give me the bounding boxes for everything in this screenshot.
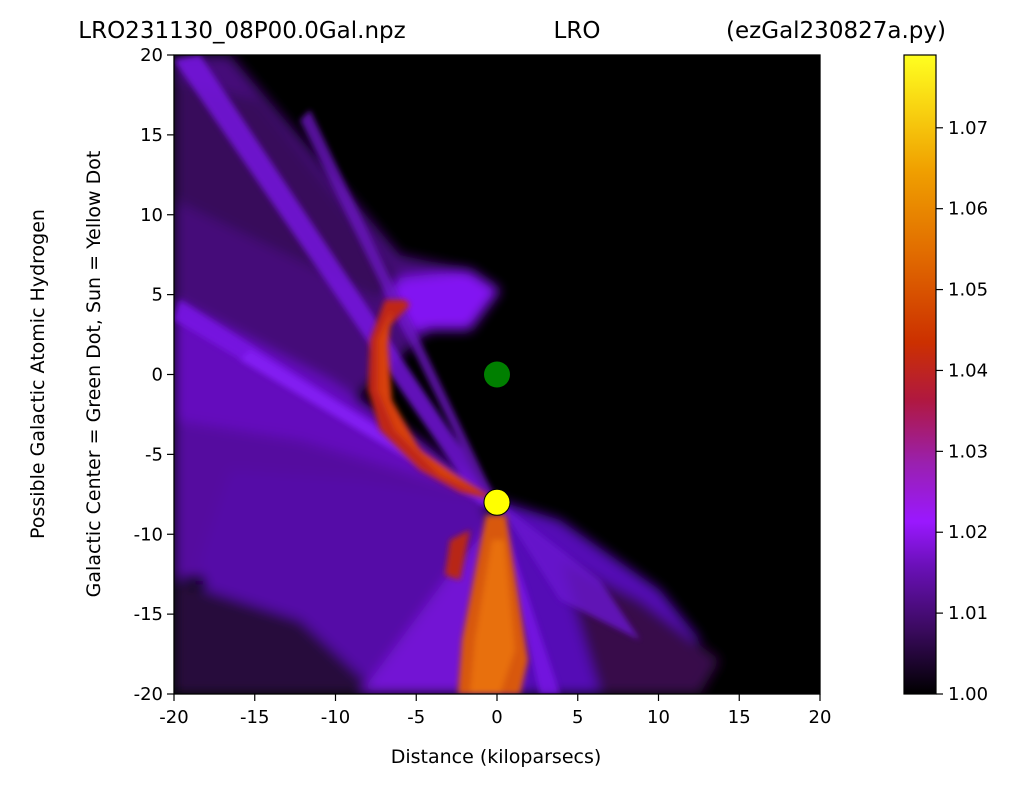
colorbar-ticks: 1.00 1.01 1.02 1.03 1.04 1.05 1.06 1.07: [936, 118, 988, 705]
y-axis-ticks: -20 -15 -10 -5 0 5 10 15 20: [134, 45, 174, 705]
y-tick: 20: [140, 45, 174, 66]
x-tick: 0: [491, 694, 503, 728]
colorbar-tick-label: 1.02: [948, 522, 988, 543]
y-tick: -10: [134, 524, 174, 545]
x-tick: 10: [647, 694, 670, 728]
y-tick-label: 15: [140, 125, 163, 146]
colorbar-tick: 1.03: [936, 441, 988, 462]
colorbar-tick: 1.06: [936, 199, 988, 220]
x-tick-label: -15: [240, 707, 269, 728]
x-axis-ticks: -20 -15 -10 -5 0 5 10 15 20: [159, 694, 831, 728]
y-tick-label: 0: [152, 365, 163, 386]
colorbar-tick-label: 1.07: [948, 118, 988, 139]
colorbar-gradient: [903, 54, 937, 695]
y-tick: -15: [134, 604, 174, 625]
y-tick: -5: [145, 444, 174, 465]
x-tick-label: 20: [809, 707, 832, 728]
x-tick: -20: [159, 694, 189, 728]
colorbar-tick: 1.04: [936, 360, 988, 381]
colorbar-tick-label: 1.05: [948, 280, 988, 301]
x-tick: -5: [407, 694, 425, 728]
y-tick-label: -20: [134, 684, 163, 705]
colorbar-tick-label: 1.00: [948, 684, 988, 705]
colorbar-tick: 1.01: [936, 603, 988, 624]
x-tick-label: 15: [728, 707, 751, 728]
colorbar-tick: 1.00: [936, 684, 988, 705]
x-tick: 15: [728, 694, 751, 728]
colorbar-tick: 1.05: [936, 280, 988, 301]
colorbar-tick: 1.02: [936, 522, 988, 543]
colorbar-tick-label: 1.03: [948, 441, 988, 462]
y-tick: 10: [140, 205, 174, 226]
heatmap-plot: [173, 54, 821, 695]
sun-dot: [483, 488, 511, 516]
colorbar-tick-label: 1.04: [948, 360, 988, 381]
title-right: (ezGal230827a.py): [726, 18, 946, 44]
x-tick-label: 0: [491, 707, 502, 728]
x-tick-label: 5: [572, 707, 583, 728]
y-axis-label-line2: Galactic Center = Green Dot, Sun = Yello…: [83, 151, 105, 598]
colorbar-tick-label: 1.06: [948, 199, 988, 220]
galactic-center-dot: [484, 361, 510, 388]
y-tick-label: 5: [152, 285, 163, 306]
y-axis-label-line1: Possible Galactic Atomic Hydrogen: [27, 209, 49, 539]
colorbar-tick-label: 1.01: [948, 603, 988, 624]
y-tick-label: -15: [134, 604, 163, 625]
x-tick: -15: [240, 694, 269, 728]
y-tick-label: -5: [145, 444, 163, 465]
x-tick-label: -5: [407, 707, 425, 728]
y-tick: -20: [134, 684, 174, 705]
hydrogen-emission-map: [174, 55, 720, 694]
colorbar-tick: 1.07: [936, 118, 988, 139]
x-tick-label: -10: [321, 707, 350, 728]
y-tick-label: -10: [134, 524, 163, 545]
x-tick: -10: [321, 694, 350, 728]
y-tick: 15: [140, 125, 174, 146]
title-center: LRO: [554, 18, 601, 44]
x-tick-label: 10: [647, 707, 670, 728]
title-left: LRO231130_08P00.0Gal.npz: [78, 18, 405, 44]
x-tick-label: -20: [159, 707, 188, 728]
x-axis-label: Distance (kiloparsecs): [391, 746, 602, 768]
x-tick: 20: [809, 694, 832, 728]
y-tick: 5: [152, 285, 174, 306]
colorbar: 1.00 1.01 1.02 1.03 1.04 1.05 1.06 1.07: [903, 54, 988, 705]
y-tick: 0: [152, 365, 174, 386]
x-tick: 5: [572, 694, 583, 728]
y-tick-label: 10: [140, 205, 163, 226]
y-tick-label: 20: [140, 45, 163, 66]
